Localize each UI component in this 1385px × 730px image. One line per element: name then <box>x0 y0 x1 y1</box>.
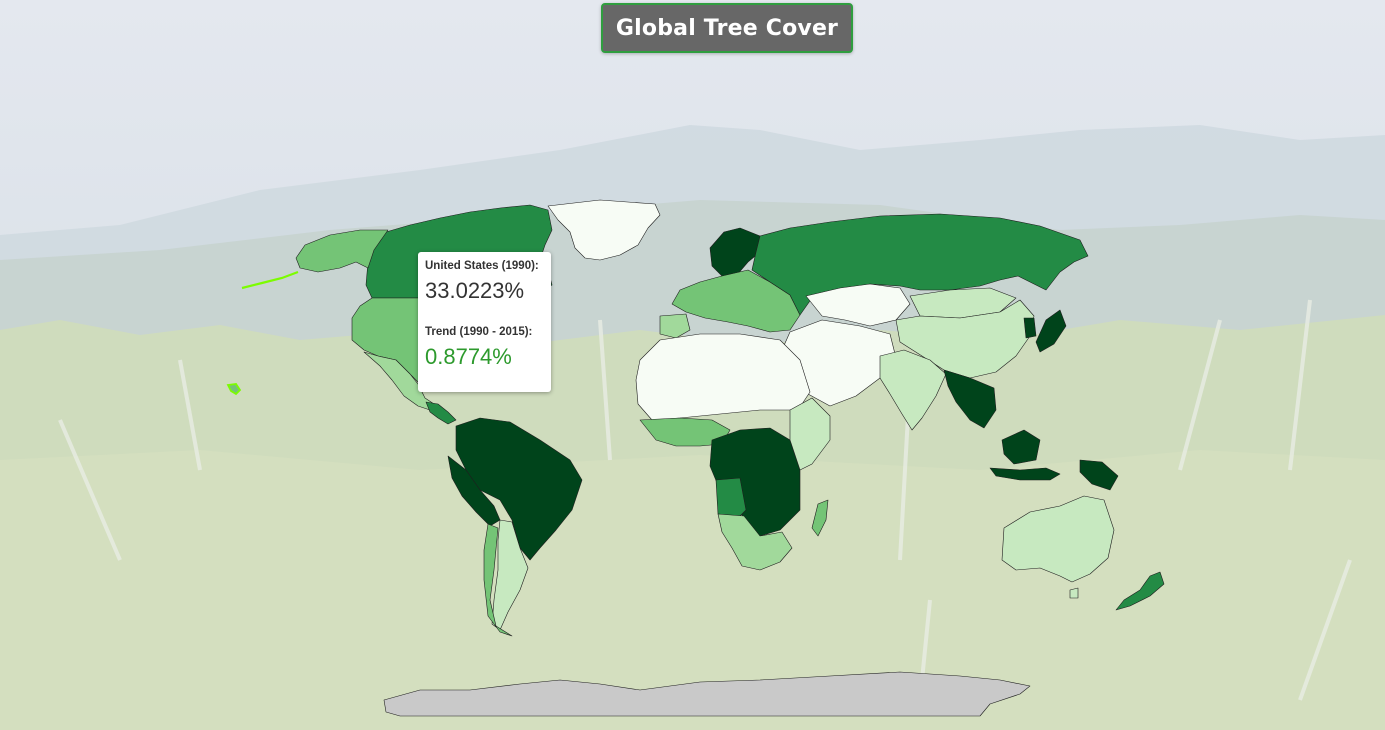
tooltip-trend-value: 0.8774% <box>425 344 512 369</box>
region-east-africa[interactable] <box>789 397 831 471</box>
region-scandinavia[interactable] <box>709 227 761 277</box>
region-antarctica[interactable] <box>383 671 1031 717</box>
region-alaska[interactable] <box>295 229 389 273</box>
region-greenland[interactable] <box>547 199 661 261</box>
country-tooltip: United States (1990): 33.0223% Trend (19… <box>418 252 551 392</box>
region-borneo[interactable] <box>1001 429 1041 465</box>
region-southeast-asia[interactable] <box>943 369 997 429</box>
tooltip-tree-cover-value: 33.0223% <box>425 278 525 303</box>
region-madagascar[interactable] <box>811 499 829 537</box>
region-argentina[interactable] <box>491 519 529 631</box>
region-tasmania[interactable] <box>1069 587 1079 599</box>
region-australia[interactable] <box>1001 495 1115 583</box>
tooltip-trend-label: Trend (1990 - 2015): <box>425 326 533 338</box>
title-button[interactable]: Global Tree Cover <box>601 3 853 53</box>
region-korea[interactable] <box>1023 317 1037 339</box>
alaska-aleutian-islands <box>241 270 299 290</box>
region-north-africa[interactable] <box>635 333 811 421</box>
region-indonesia[interactable] <box>989 467 1061 481</box>
region-andes[interactable] <box>447 455 501 527</box>
region-iberia[interactable] <box>659 313 691 339</box>
tooltip-country-label: United States (1990): <box>425 260 539 272</box>
region-angola[interactable] <box>715 477 747 517</box>
region-india[interactable] <box>879 349 947 431</box>
region-japan[interactable] <box>1035 309 1067 353</box>
region-chile[interactable] <box>483 523 513 637</box>
region-central-america[interactable] <box>425 401 457 425</box>
region-europe[interactable] <box>671 269 801 333</box>
region-hawaii[interactable] <box>226 383 242 396</box>
region-new-guinea[interactable] <box>1079 459 1119 491</box>
region-new-zealand[interactable] <box>1115 571 1165 611</box>
region-southern-africa[interactable] <box>717 513 793 571</box>
region-kazakhstan[interactable] <box>805 283 911 327</box>
